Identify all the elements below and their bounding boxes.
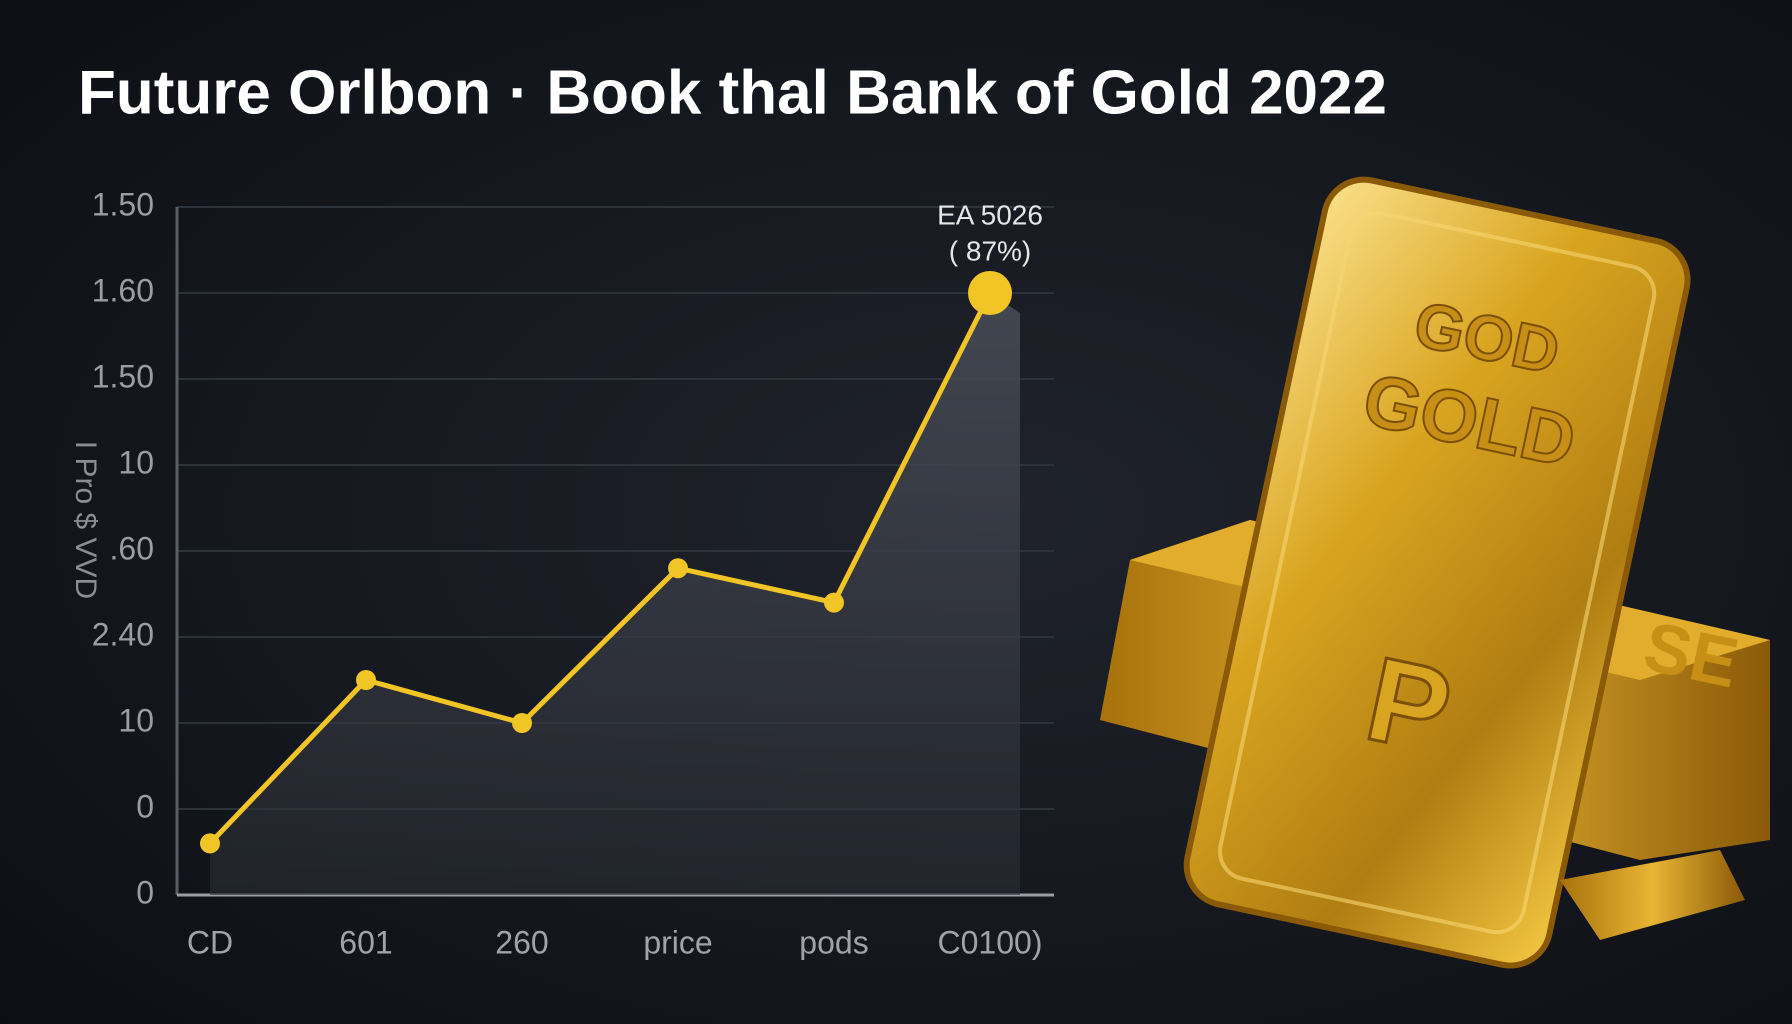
x-tick-label: CD [187, 924, 233, 960]
y-tick-label: 10 [118, 702, 154, 738]
x-tick-label: C0100) [938, 924, 1043, 960]
point [200, 833, 220, 854]
y-tick-label: .60 [110, 530, 154, 566]
gold-illustration: SE GOD GOLD P [1100, 176, 1770, 969]
gold-bar-front [1183, 176, 1691, 969]
y-tick-label: 1.50 [92, 186, 154, 222]
y-tick-label: 1.60 [92, 272, 154, 308]
gold-bar-inset [1218, 211, 1657, 935]
x-tick-label: pods [799, 924, 868, 960]
point [668, 558, 688, 579]
x-tick-label: 260 [495, 924, 548, 960]
y-tick-label: 0 [136, 788, 154, 824]
gold-coin [1560, 850, 1745, 940]
x-tick-label: price [643, 924, 712, 960]
gold-bar-back-mark: SE [1637, 607, 1745, 703]
annotation: EA 5026 [937, 199, 1043, 230]
line [208, 291, 993, 846]
y-tick-label: 1.50 [92, 358, 154, 394]
area [210, 293, 1020, 895]
annotation: ( 87%) [949, 235, 1031, 266]
point [356, 670, 376, 690]
y-tick-label: 10 [118, 444, 154, 480]
point [968, 271, 1012, 315]
x-tick-label: 601 [339, 924, 392, 960]
point [512, 713, 532, 733]
y-tick-label: 0 [136, 874, 154, 910]
point [824, 592, 844, 613]
y-axis-label: I Pro $ VVD [69, 441, 102, 599]
y-tick-label: 2.40 [92, 616, 154, 652]
chart-title: Future Orlbon · Book thal Bank of Gold 2… [78, 58, 1387, 127]
